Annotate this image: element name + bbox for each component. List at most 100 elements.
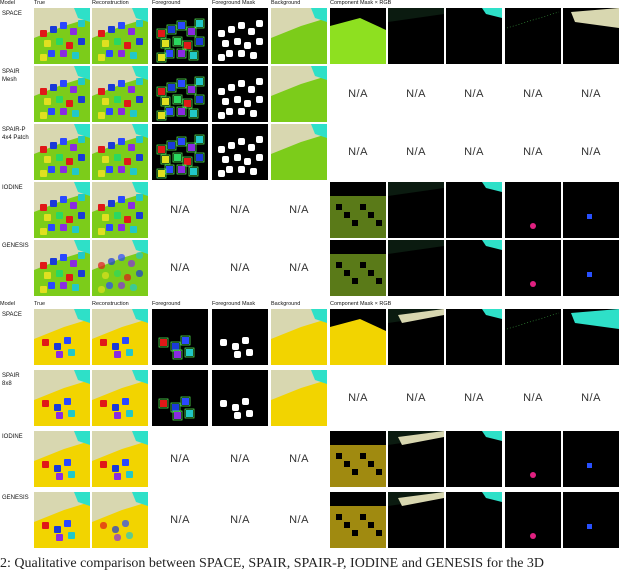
top-image-tile (152, 66, 208, 122)
bottom-image-tile (388, 431, 444, 487)
top-image-tile (446, 8, 502, 64)
top-image-tile (563, 182, 619, 238)
bottom-image-tile (152, 370, 208, 426)
top-row-label: IODINE (2, 185, 23, 191)
top-header-5: Background (271, 0, 301, 6)
top-na-cell: N/A (563, 124, 619, 180)
bottom-image-tile (92, 370, 148, 426)
bottom-header-3: Foreground (152, 301, 181, 307)
bottom-image-tile (92, 431, 148, 487)
bottom-image-tile (446, 492, 502, 548)
bottom-na-cell: N/A (152, 492, 208, 548)
top-image-tile (505, 240, 561, 296)
top-image-tile (271, 8, 327, 64)
bottom-header-5: Background (271, 301, 301, 307)
top-na-cell: N/A (563, 66, 619, 122)
top-na-cell: N/A (152, 240, 208, 296)
top-na-cell: N/A (330, 124, 386, 180)
top-image-tile (505, 8, 561, 64)
bottom-header-4: Foreground Mask (212, 301, 256, 307)
top-image-tile (446, 182, 502, 238)
top-image-tile (505, 182, 561, 238)
bottom-na-cell: N/A (212, 431, 268, 487)
bottom-image-tile (505, 309, 561, 365)
top-image-tile (388, 240, 444, 296)
bottom-na-cell: N/A (271, 431, 327, 487)
top-image-tile (152, 8, 208, 64)
bottom-na-cell: N/A (446, 370, 502, 426)
top-header-0: Model (0, 0, 15, 6)
top-na-cell: N/A (446, 124, 502, 180)
top-image-tile (92, 182, 148, 238)
top-na-cell: N/A (152, 182, 208, 238)
top-header-3: Foreground (152, 0, 181, 6)
top-image-tile (152, 124, 208, 180)
top-na-cell: N/A (388, 124, 444, 180)
top-image-tile (34, 182, 90, 238)
top-image-tile (271, 124, 327, 180)
bottom-na-cell: N/A (212, 492, 268, 548)
top-image-tile (212, 124, 268, 180)
top-image-tile (446, 240, 502, 296)
bottom-image-tile (330, 309, 386, 365)
bottom-image-tile (563, 492, 619, 548)
bottom-image-tile (505, 431, 561, 487)
top-na-cell: N/A (212, 240, 268, 296)
bottom-image-tile (446, 309, 502, 365)
top-na-cell: N/A (505, 124, 561, 180)
top-row-label: SPACE (2, 11, 22, 17)
top-row-label: SPAIR-P 4x4 Patch (2, 127, 29, 141)
top-image-tile (92, 8, 148, 64)
top-image-tile (563, 8, 619, 64)
top-image-tile (563, 240, 619, 296)
top-na-cell: N/A (330, 66, 386, 122)
bottom-image-tile (330, 431, 386, 487)
bottom-image-tile (563, 309, 619, 365)
bottom-na-cell: N/A (388, 370, 444, 426)
bottom-row-label: SPACE (2, 312, 22, 318)
top-image-tile (34, 240, 90, 296)
top-image-tile (92, 124, 148, 180)
top-row-label: SPAIR Mesh (2, 69, 20, 83)
top-row-label: GENESIS (2, 243, 29, 249)
bottom-row-label: GENESIS (2, 495, 29, 501)
top-image-tile (271, 66, 327, 122)
bottom-image-tile (388, 492, 444, 548)
top-image-tile (34, 66, 90, 122)
bottom-image-tile (92, 492, 148, 548)
bottom-image-tile (34, 431, 90, 487)
bottom-row-label: IODINE (2, 434, 23, 440)
top-image-tile (330, 240, 386, 296)
top-na-cell: N/A (446, 66, 502, 122)
bottom-image-tile (446, 431, 502, 487)
top-image-tile (388, 8, 444, 64)
bottom-image-tile (34, 492, 90, 548)
bottom-image-tile (563, 431, 619, 487)
bottom-image-tile (271, 309, 327, 365)
bottom-header-0: Model (0, 301, 15, 307)
bottom-image-tile (330, 492, 386, 548)
bottom-image-tile (92, 309, 148, 365)
bottom-image-tile (271, 370, 327, 426)
top-na-cell: N/A (271, 182, 327, 238)
top-na-cell: N/A (388, 66, 444, 122)
bottom-row-label: SPAIR 8x8 (2, 373, 20, 387)
top-image-tile (34, 124, 90, 180)
figure-caption: 2: Qualitative comparison between SPACE,… (0, 556, 545, 571)
bottom-image-tile (505, 492, 561, 548)
top-na-cell: N/A (212, 182, 268, 238)
bottom-na-cell: N/A (152, 431, 208, 487)
bottom-image-tile (212, 370, 268, 426)
top-na-cell: N/A (271, 240, 327, 296)
top-header-6: Component Mask × RGB (330, 0, 392, 6)
bottom-header-2: Reconstruction (92, 301, 129, 307)
top-header-2: Reconstruction (92, 0, 129, 6)
top-image-tile (212, 8, 268, 64)
bottom-na-cell: N/A (505, 370, 561, 426)
top-header-1: True (34, 0, 46, 6)
bottom-image-tile (34, 370, 90, 426)
bottom-image-tile (152, 309, 208, 365)
top-image-tile (330, 182, 386, 238)
bottom-na-cell: N/A (330, 370, 386, 426)
bottom-na-cell: N/A (563, 370, 619, 426)
